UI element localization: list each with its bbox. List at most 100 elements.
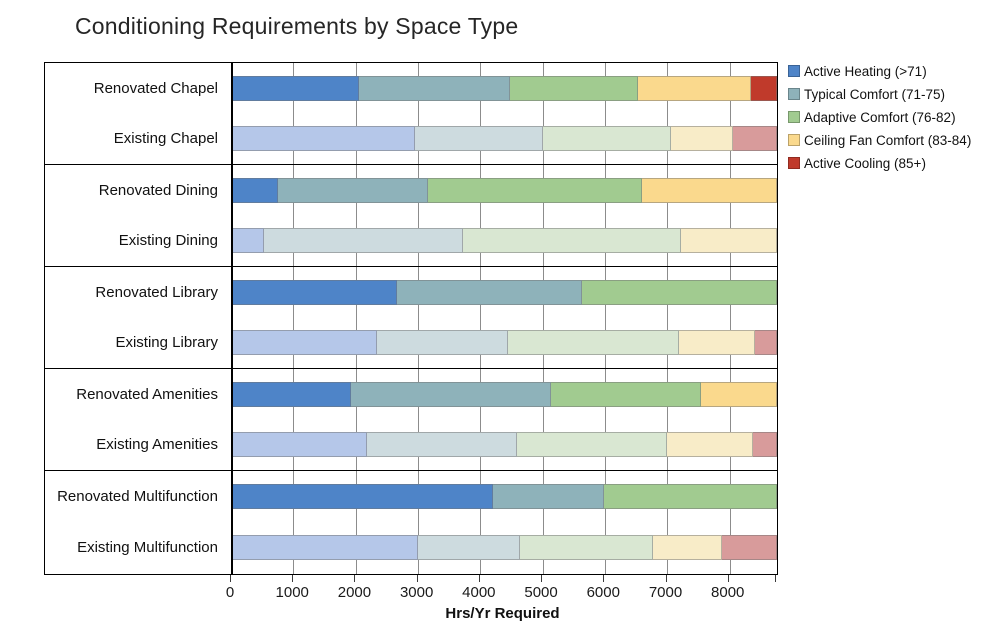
legend: Active Heating (>71) Typical Comfort (71-… — [788, 62, 971, 172]
bar-segment — [427, 177, 643, 203]
gridline-2000 — [355, 63, 357, 574]
gridline-5000 — [542, 63, 544, 574]
bar-segment — [732, 126, 777, 152]
group-box-dining: Renovated Dining Existing Dining — [45, 165, 777, 267]
bar-segment — [231, 75, 359, 101]
tick-label: 5000 — [524, 584, 558, 601]
group-box-amenities: Renovated Amenities Existing Amenities — [45, 369, 777, 471]
bar-segment — [358, 75, 510, 101]
tick-mark — [665, 575, 667, 582]
legend-label: Typical Comfort (71-75) — [804, 86, 946, 102]
bar-segment — [700, 381, 777, 407]
bar-segment — [755, 330, 777, 356]
tick-mark — [603, 575, 605, 582]
bar-segment — [277, 177, 428, 203]
bar-segment — [231, 126, 416, 152]
bar-segment — [397, 279, 582, 305]
bar-segment — [721, 535, 777, 560]
y-axis-line — [231, 63, 233, 574]
legend-item: Active Cooling (85+) — [788, 154, 971, 172]
bar-row: Renovated Library — [45, 267, 777, 318]
row-label: Renovated Chapel — [93, 79, 218, 97]
legend-label: Adaptive Comfort (76-82) — [804, 109, 956, 125]
bar-segment — [493, 484, 604, 509]
bar-row: Existing Dining — [45, 216, 777, 267]
gridline-6000 — [604, 63, 606, 574]
bar-segment — [642, 177, 777, 203]
row-label: Existing Amenities — [96, 436, 218, 454]
bar-segment — [264, 228, 463, 254]
row-label: Existing Chapel — [113, 130, 218, 148]
legend-swatch-icon — [788, 111, 800, 123]
bar-track — [231, 75, 777, 101]
group-box-chapel: Renovated Chapel Existing Chapel — [45, 63, 777, 165]
bar-segment — [667, 432, 754, 458]
bar-row: Existing Multifunction — [45, 522, 777, 573]
tick-label: 4000 — [462, 584, 496, 601]
bar-track — [231, 228, 777, 254]
group-box-library: Renovated Library Existing Library — [45, 267, 777, 369]
tick-label: 1000 — [275, 584, 309, 601]
bar-segment — [637, 75, 752, 101]
legend-label: Active Cooling (85+) — [804, 155, 926, 171]
row-label: Existing Dining — [118, 232, 218, 250]
tick-mark — [416, 575, 418, 582]
bar-track — [231, 484, 777, 509]
bar-row: Existing Library — [45, 318, 777, 369]
bar-segment — [462, 228, 681, 254]
legend-item: Ceiling Fan Comfort (83-84) — [788, 131, 971, 149]
bar-segment — [520, 535, 653, 560]
row-label: Renovated Library — [95, 283, 218, 301]
bar-track — [231, 381, 777, 407]
legend-item: Adaptive Comfort (76-82) — [788, 108, 971, 126]
bar-row: Renovated Chapel — [45, 63, 777, 114]
tick-label: 0 — [225, 584, 235, 601]
legend-swatch-icon — [788, 65, 800, 77]
bar-segment — [231, 535, 418, 560]
bar-segment — [231, 484, 494, 509]
bar-segment — [366, 432, 518, 458]
bar-segment — [231, 279, 398, 305]
legend-item: Typical Comfort (71-75) — [788, 85, 971, 103]
tick-mark — [292, 575, 294, 582]
tick-label: 6000 — [586, 584, 620, 601]
bar-segment — [231, 228, 265, 254]
tick-label: 8000 — [711, 584, 745, 601]
bar-segment — [551, 381, 701, 407]
bar-track — [231, 279, 777, 305]
gridline-4000 — [480, 63, 482, 574]
bar-row: Renovated Dining — [45, 165, 777, 216]
plot-frame: Renovated Chapel Existing Chapel Renovated… — [44, 62, 778, 575]
tick-mark — [727, 575, 729, 582]
bar-row: Existing Chapel — [45, 114, 777, 165]
legend-swatch-icon — [788, 88, 800, 100]
bar-segment — [231, 381, 351, 407]
legend-label: Active Heating (>71) — [804, 63, 927, 79]
bar-segment — [681, 228, 777, 254]
row-label: Renovated Dining — [98, 181, 218, 199]
bar-segment — [753, 432, 777, 458]
tick-mark — [230, 575, 231, 582]
bar-segment — [509, 75, 638, 101]
tick-mark — [354, 575, 356, 582]
bar-segment — [603, 484, 777, 509]
tick-mark — [541, 575, 543, 582]
legend-swatch-icon — [788, 157, 800, 169]
gridline-1000 — [293, 63, 295, 574]
legend-swatch-icon — [788, 134, 800, 146]
row-label: Renovated Multifunction — [57, 488, 218, 505]
bar-segment — [507, 330, 680, 356]
group-box-multifunction: Renovated Multifunction Existing Multifun… — [45, 471, 777, 573]
bar-segment — [376, 330, 508, 356]
row-label: Existing Library — [115, 334, 218, 352]
bar-segment — [679, 330, 756, 356]
bar-segment — [517, 432, 668, 458]
bar-segment — [751, 75, 777, 101]
x-axis: Hrs/Yr Required 0 1000 2000 3000 4000 5000 600… — [226, 575, 776, 622]
bar-groups: Renovated Chapel Existing Chapel Renovated… — [45, 63, 777, 574]
tick-label: 7000 — [648, 584, 683, 601]
row-label: Renovated Amenities — [76, 385, 218, 403]
bar-segment — [231, 432, 367, 458]
bar-track — [231, 330, 777, 356]
